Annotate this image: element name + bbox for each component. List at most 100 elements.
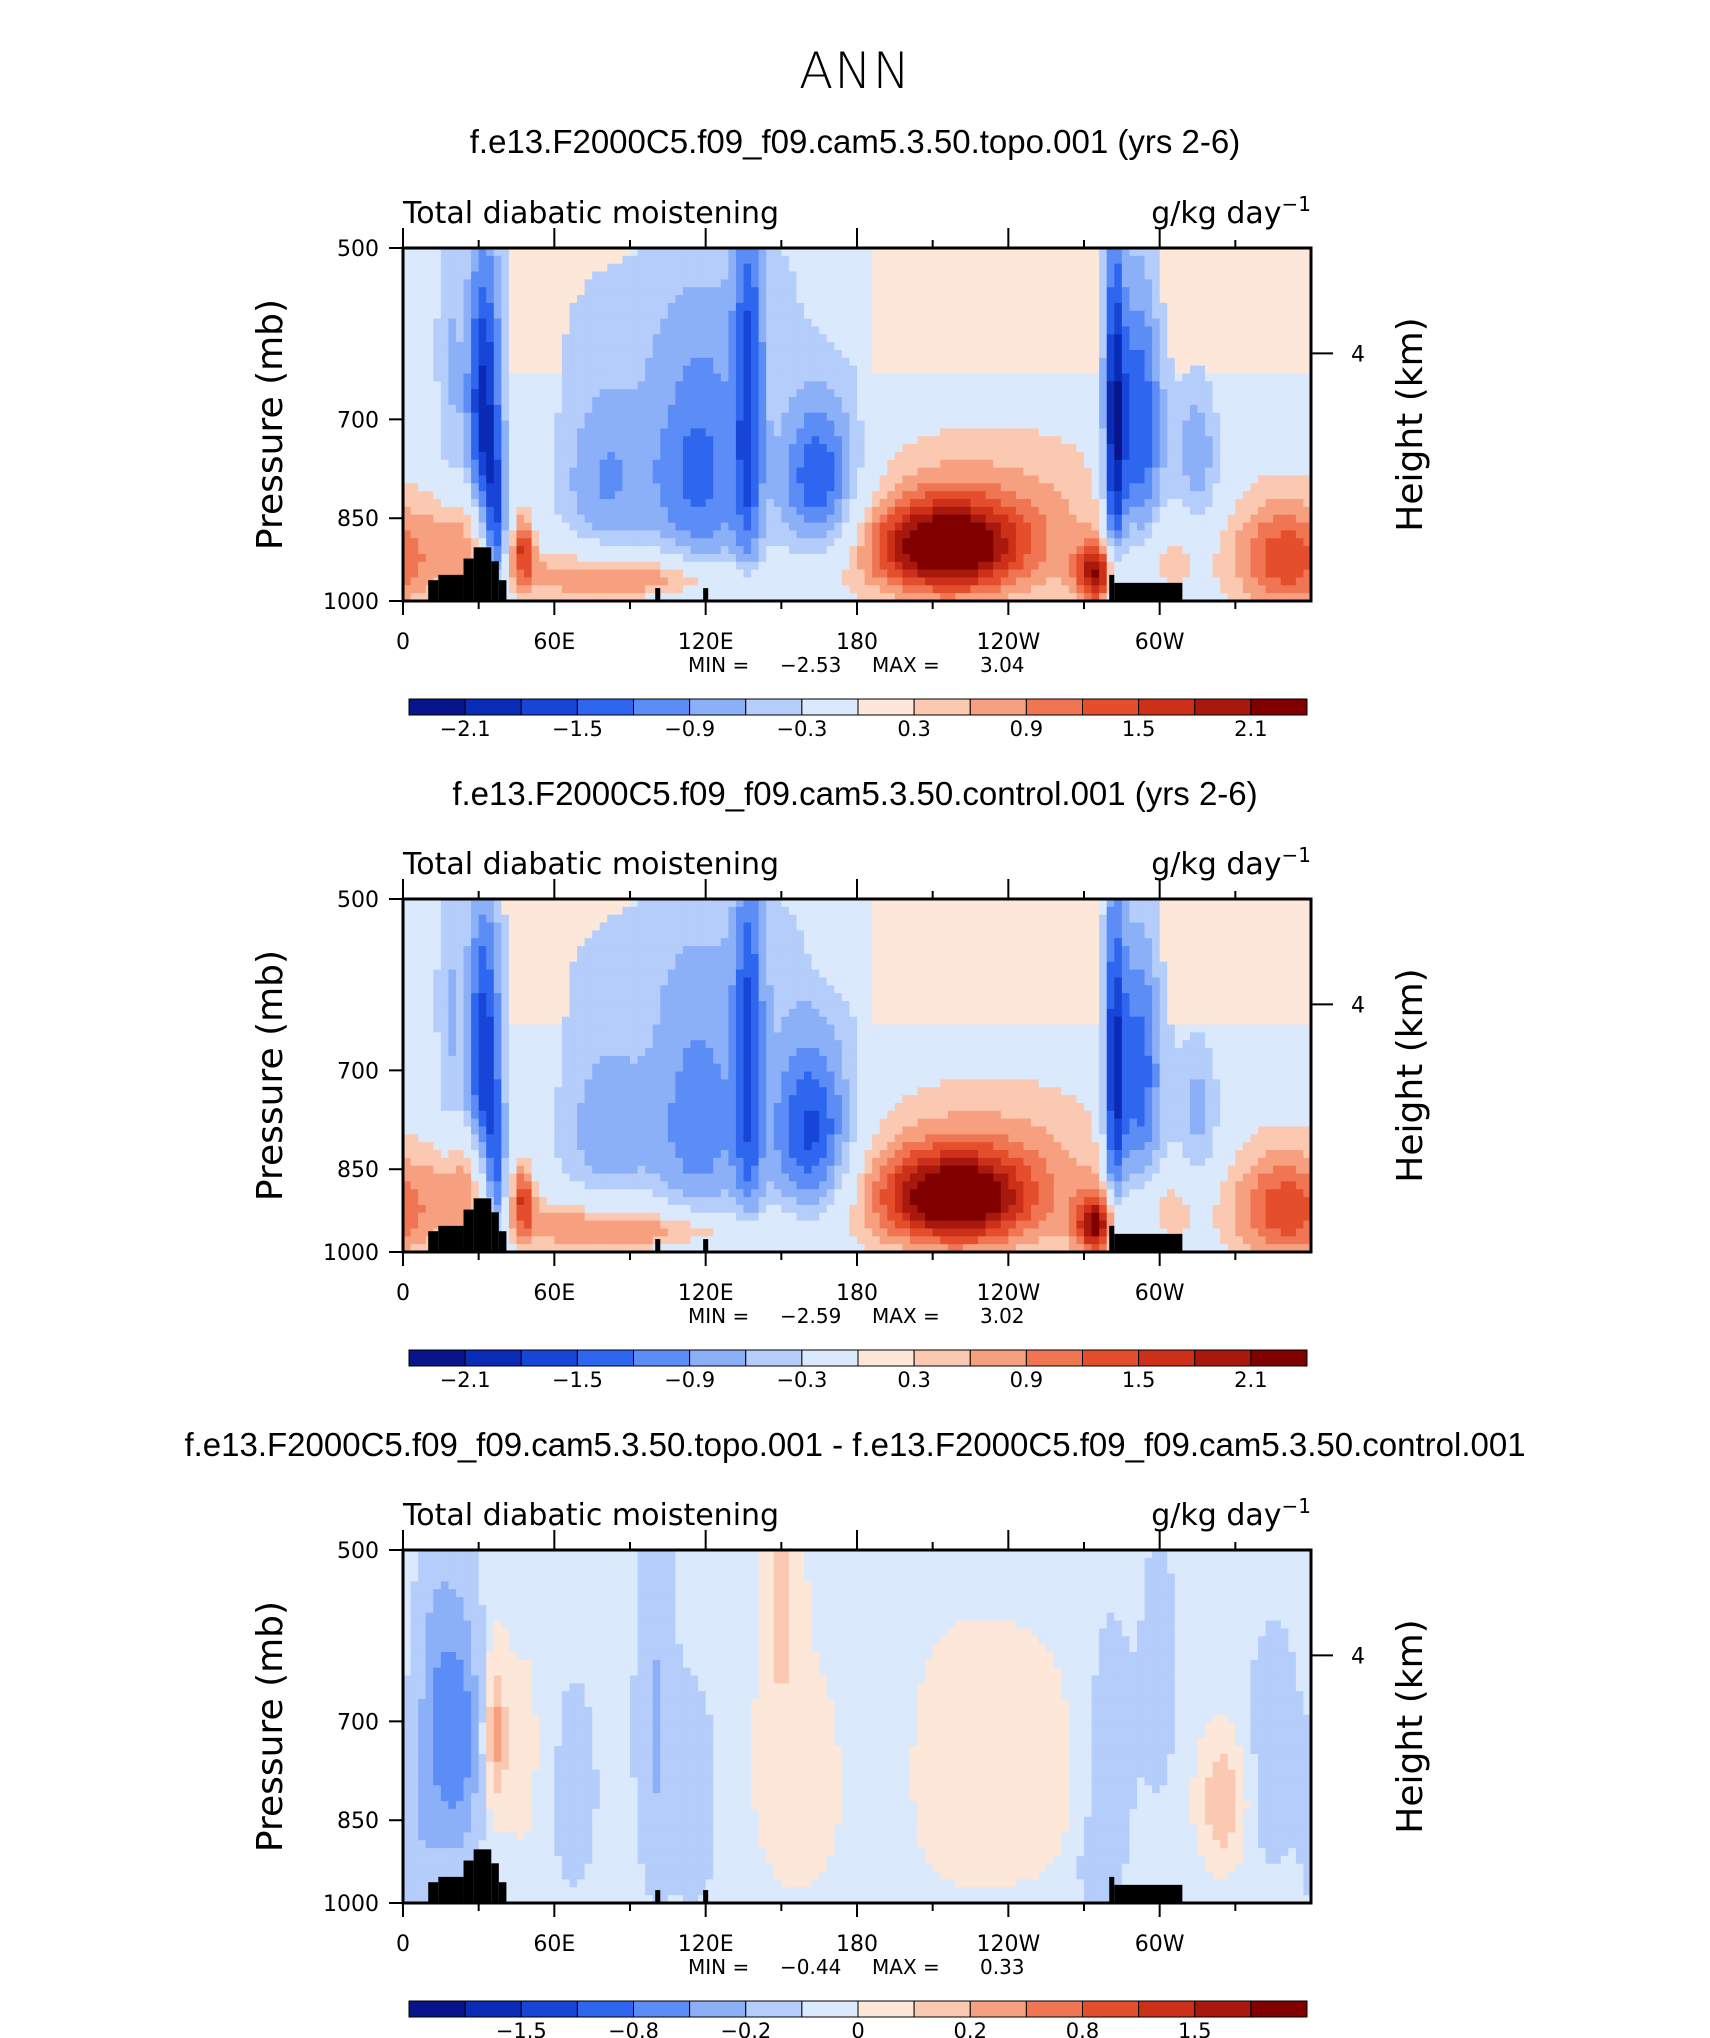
terrain-block — [703, 1890, 709, 1903]
terrain-block — [491, 1212, 499, 1252]
x-tick-label: 180 — [836, 1932, 878, 1957]
colorbar-swatch — [408, 1349, 466, 1367]
max-label: MAX = — [872, 653, 940, 677]
colorbar-swatch — [633, 2000, 691, 2018]
colorbar-swatch — [1138, 698, 1196, 716]
y-tick-label: 850 — [337, 1809, 379, 1834]
colorbar-swatch — [1025, 698, 1083, 716]
terrain-block — [491, 1863, 499, 1903]
terrain-block — [438, 1225, 464, 1252]
colorbar-swatch — [969, 1349, 1027, 1367]
terrain-block — [473, 1849, 492, 1903]
terrain-block — [1109, 1225, 1115, 1252]
colorbar-swatch — [689, 698, 747, 716]
heatmap-field — [403, 899, 1311, 1252]
x-tick-label: 0 — [396, 1281, 410, 1306]
terrain-block — [498, 1231, 507, 1252]
topography-mask — [428, 1849, 1183, 1903]
min-label: MIN = — [688, 1955, 749, 1979]
colorbar-tick-label: 0.9 — [1010, 1368, 1043, 1392]
right-tick-label: 4 — [1351, 993, 1365, 1018]
colorbar-tick-label: 2.1 — [1234, 1368, 1267, 1392]
terrain-block — [491, 561, 499, 601]
panel-3: f.e13.F2000C5.f09_f09.cam5.3.50.topo.001… — [184, 1426, 1525, 2038]
units-base: g/kg day — [1151, 1498, 1281, 1533]
units-exponent: −1 — [1282, 192, 1311, 216]
terrain-block — [463, 558, 474, 601]
colorbar-swatch — [1082, 2000, 1140, 2018]
colorbar-tick-label: −0.3 — [776, 717, 827, 741]
colorbar-tick-label: 0.2 — [954, 2019, 987, 2038]
colorbar-tick-label: −1.5 — [496, 2019, 547, 2038]
colorbar-swatch — [464, 1349, 522, 1367]
terrain-block — [1114, 1884, 1183, 1903]
colorbar-swatch — [520, 1349, 578, 1367]
y-tick-label: 1000 — [323, 1892, 379, 1917]
colorbar: −2.1 −1.5 −0.9 −0.3 0.3 0.9 1.5 2.1 — [408, 1349, 1308, 1392]
colorbar: −1.5 −0.8 −0.2 0 0.2 0.8 1.5 — [408, 2000, 1308, 2038]
colorbar-tick-label: 0.9 — [1010, 717, 1043, 741]
terrain-block — [498, 580, 507, 601]
y-tick-label: 850 — [337, 507, 379, 532]
x-tick-label: 180 — [836, 1281, 878, 1306]
colorbar-swatch — [1082, 1349, 1140, 1367]
colorbar-tick-label: −0.9 — [664, 1368, 715, 1392]
right-tick-label: 4 — [1351, 342, 1365, 367]
units-exponent: −1 — [1282, 843, 1311, 867]
x-tick-label: 60W — [1135, 1281, 1185, 1306]
colorbar-swatch — [857, 2000, 915, 2018]
terrain-block — [438, 574, 464, 601]
terrain-block — [438, 1876, 464, 1903]
y-tick-label: 850 — [337, 1158, 379, 1183]
heatmap-field — [403, 248, 1311, 601]
x-tick-label: 60E — [533, 1281, 575, 1306]
variable-label: Total diabatic moistening — [402, 196, 779, 231]
colorbar-swatch — [1138, 2000, 1196, 2018]
colorbar-tick-label: −2.1 — [440, 1368, 491, 1392]
colorbar-swatch — [801, 1349, 859, 1367]
y-tick-label: 700 — [337, 408, 379, 433]
colorbar-tick-label: −0.8 — [608, 2019, 659, 2038]
x-tick-label: 120E — [678, 630, 734, 655]
colorbar-swatch — [633, 1349, 691, 1367]
colorbar-swatch — [1250, 1349, 1308, 1367]
colorbar-tick-label: 1.5 — [1122, 1368, 1155, 1392]
colorbar-tick-label: −2.1 — [440, 717, 491, 741]
min-value: −2.59 — [780, 1304, 841, 1328]
colorbar-swatch — [576, 698, 634, 716]
colorbar-swatch — [745, 698, 803, 716]
colorbar-swatch — [1194, 698, 1252, 716]
y-tick-label: 700 — [337, 1710, 379, 1735]
colorbar-swatch — [520, 2000, 578, 2018]
colorbar-tick-label: −0.3 — [776, 1368, 827, 1392]
y-axis-label: Pressure (mb) — [250, 950, 291, 1201]
terrain-block — [655, 588, 661, 601]
terrain-block — [1114, 582, 1183, 601]
x-tick-label: 60E — [533, 630, 575, 655]
colorbar-tick-label: −1.5 — [552, 1368, 603, 1392]
terrain-block — [498, 1882, 507, 1903]
max-value: 3.04 — [980, 653, 1025, 677]
x-tick-label: 0 — [396, 630, 410, 655]
colorbar-swatch — [520, 698, 578, 716]
colorbar-swatch — [745, 1349, 803, 1367]
colorbar-swatch — [857, 1349, 915, 1367]
y-tick-label: 500 — [337, 1539, 379, 1564]
terrain-block — [1109, 1876, 1115, 1903]
colorbar-swatch — [1250, 2000, 1308, 2018]
x-tick-label: 120W — [976, 1932, 1040, 1957]
units-label: g/kg day−1 — [1151, 192, 1311, 231]
terrain-block — [703, 1239, 709, 1252]
heatmap-field — [403, 1550, 1311, 1903]
topography-mask — [428, 547, 1183, 601]
colorbar-tick-label: 0.3 — [897, 1368, 930, 1392]
colorbar-tick-label: 1.5 — [1122, 717, 1155, 741]
max-label: MAX = — [872, 1304, 940, 1328]
colorbar-swatch — [1025, 1349, 1083, 1367]
x-tick-label: 120W — [976, 630, 1040, 655]
colorbar-swatch — [689, 1349, 747, 1367]
units-exponent: −1 — [1282, 1494, 1311, 1518]
terrain-block — [463, 1860, 474, 1903]
terrain-block — [1109, 574, 1115, 601]
panel-title: f.e13.F2000C5.f09_f09.cam5.3.50.topo.001… — [470, 123, 1240, 160]
